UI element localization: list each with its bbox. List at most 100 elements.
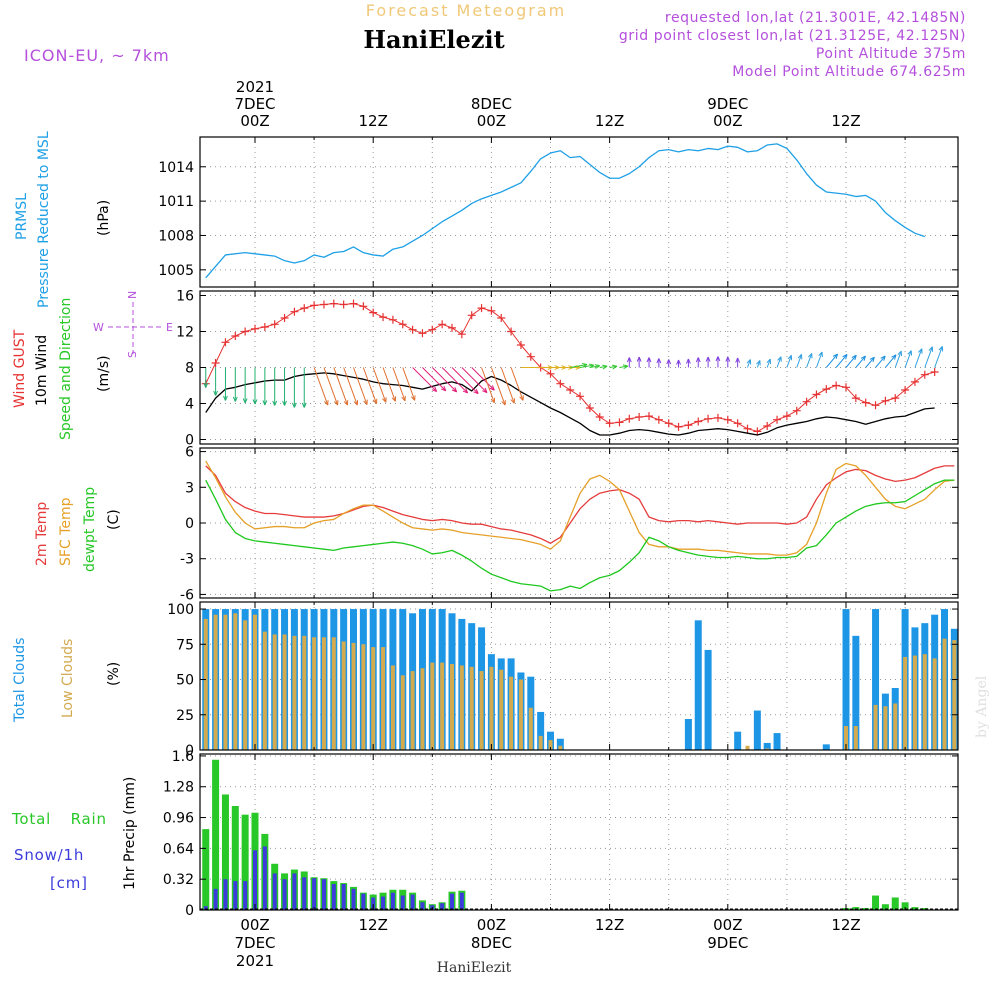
- gust-marker: [546, 369, 555, 378]
- wind-arrow: [904, 350, 913, 368]
- total-clouds-bar: [872, 609, 880, 750]
- wind-arrow: [323, 367, 339, 406]
- wind-arrow: [353, 367, 368, 405]
- wind-arrow-head: [685, 358, 691, 364]
- chart-title: Forecast Meteogram: [366, 1, 566, 20]
- wind-arrow-head: [695, 357, 701, 363]
- wind-arrow-head: [353, 400, 359, 406]
- gust-marker: [339, 300, 348, 309]
- wind-arrow-head: [880, 355, 886, 361]
- wind-arrow-head: [715, 356, 721, 362]
- snow-bar: [381, 896, 386, 910]
- gust-marker: [753, 427, 762, 436]
- ytick-label: -3: [180, 552, 194, 568]
- compass-e: E: [166, 321, 173, 334]
- low-clouds-bar: [893, 703, 898, 750]
- bottom-time-label: 7DEC: [234, 934, 275, 952]
- bottom-time-label: 8DEC: [471, 934, 512, 952]
- ytick-label: -6: [180, 587, 194, 603]
- gust-marker: [231, 332, 240, 340]
- gust-marker: [418, 329, 427, 338]
- ytick-label: 0.32: [163, 872, 194, 888]
- wind-line: [205, 372, 935, 436]
- speed-dir-label: Speed and Direction: [58, 298, 74, 440]
- closest-coords: grid point closest lon,lat (21.3125E, 42…: [619, 28, 966, 44]
- wind-arrow: [676, 359, 681, 368]
- wind-arrow-head: [401, 395, 406, 402]
- rain-bar: [231, 806, 239, 910]
- wind-arrow-shaft: [885, 354, 897, 368]
- rain-bar: [911, 907, 919, 910]
- panel-frame: [199, 601, 959, 751]
- compass-icon: N S W E: [93, 291, 173, 358]
- wind-arrow-shaft: [353, 367, 368, 405]
- wind-arrow-head: [519, 395, 524, 401]
- low-clouds-bar: [341, 641, 346, 750]
- wind-arrow-head: [746, 359, 752, 365]
- model-altitude: Model Point Altitude 674.625m: [732, 64, 966, 80]
- gust-marker: [664, 419, 673, 428]
- wind-arrow-head: [676, 359, 681, 365]
- wind-arrow-head: [489, 385, 495, 391]
- gust-marker: [595, 413, 604, 421]
- snow-bar: [410, 894, 415, 910]
- gust-marker: [920, 370, 929, 379]
- low-clouds-bar: [745, 745, 750, 750]
- gust-marker: [329, 299, 338, 308]
- top-time-label: 12Z: [831, 112, 860, 130]
- wind-arrow-shaft: [815, 351, 823, 368]
- gust-marker: [654, 415, 663, 424]
- wind10-label: 10m Wind: [34, 335, 50, 406]
- wind-arrow: [776, 356, 782, 368]
- point-altitude: Point Altitude 375m: [816, 46, 966, 62]
- total-clouds-bar: [763, 742, 771, 750]
- snow-bar: [223, 879, 228, 910]
- credit: by Angel: [974, 675, 990, 738]
- low-clouds-bar: [321, 637, 326, 750]
- rain-bar: [881, 904, 889, 910]
- wind-arrow-head: [333, 400, 339, 406]
- wind-arrow-head: [666, 359, 672, 365]
- wind-arrow: [599, 364, 608, 370]
- wind-arrow-shaft: [510, 367, 524, 401]
- wind-arrow: [362, 367, 378, 405]
- low-clouds-bar: [548, 740, 553, 750]
- wind-arrow: [875, 355, 886, 368]
- snow-bar: [420, 902, 425, 910]
- gust-marker: [221, 338, 230, 347]
- wind-arrow-shaft: [747, 359, 751, 368]
- precip-label: 1hr Precip (mm): [122, 777, 138, 890]
- wind-arrow-head: [869, 356, 875, 363]
- wind-arrow-shaft: [431, 367, 458, 393]
- low-clouds-bar: [381, 647, 386, 750]
- low-clouds-bar: [528, 707, 533, 750]
- wind-arrow-head: [451, 387, 458, 393]
- dewpt-line: [205, 479, 955, 592]
- snow-bar: [302, 877, 307, 910]
- low-clouds-label: Low Clouds: [60, 639, 76, 718]
- wind-arrow: [619, 364, 629, 370]
- pct-label: (%): [106, 662, 122, 686]
- wind-arrow-shaft: [835, 354, 848, 368]
- wind-arrow: [924, 346, 934, 368]
- c-label: (C): [106, 509, 122, 530]
- wind-arrow: [934, 346, 944, 368]
- gust-marker: [349, 299, 358, 308]
- snow-bar: [459, 892, 464, 910]
- requested-coords: requested lon,lat (21.3001E, 42.1485N): [665, 10, 966, 26]
- wind-arrow-head: [490, 397, 496, 404]
- snow-bar: [292, 873, 297, 910]
- compass-s: S: [126, 351, 139, 358]
- ytick-label: 75: [176, 637, 194, 653]
- snow-bar: [371, 897, 376, 910]
- low-clouds-bar: [932, 658, 937, 750]
- ytick-label: 0: [185, 903, 194, 919]
- wind-arrow-head: [646, 357, 652, 363]
- low-clouds-bar: [903, 656, 908, 750]
- low-clouds-bar: [400, 675, 405, 750]
- wind-arrow-head: [382, 397, 387, 403]
- wind-arrow-shaft: [845, 354, 857, 368]
- gust-marker: [930, 368, 939, 376]
- wind-arrow-head: [832, 353, 839, 360]
- ytick-label: 0: [185, 516, 194, 532]
